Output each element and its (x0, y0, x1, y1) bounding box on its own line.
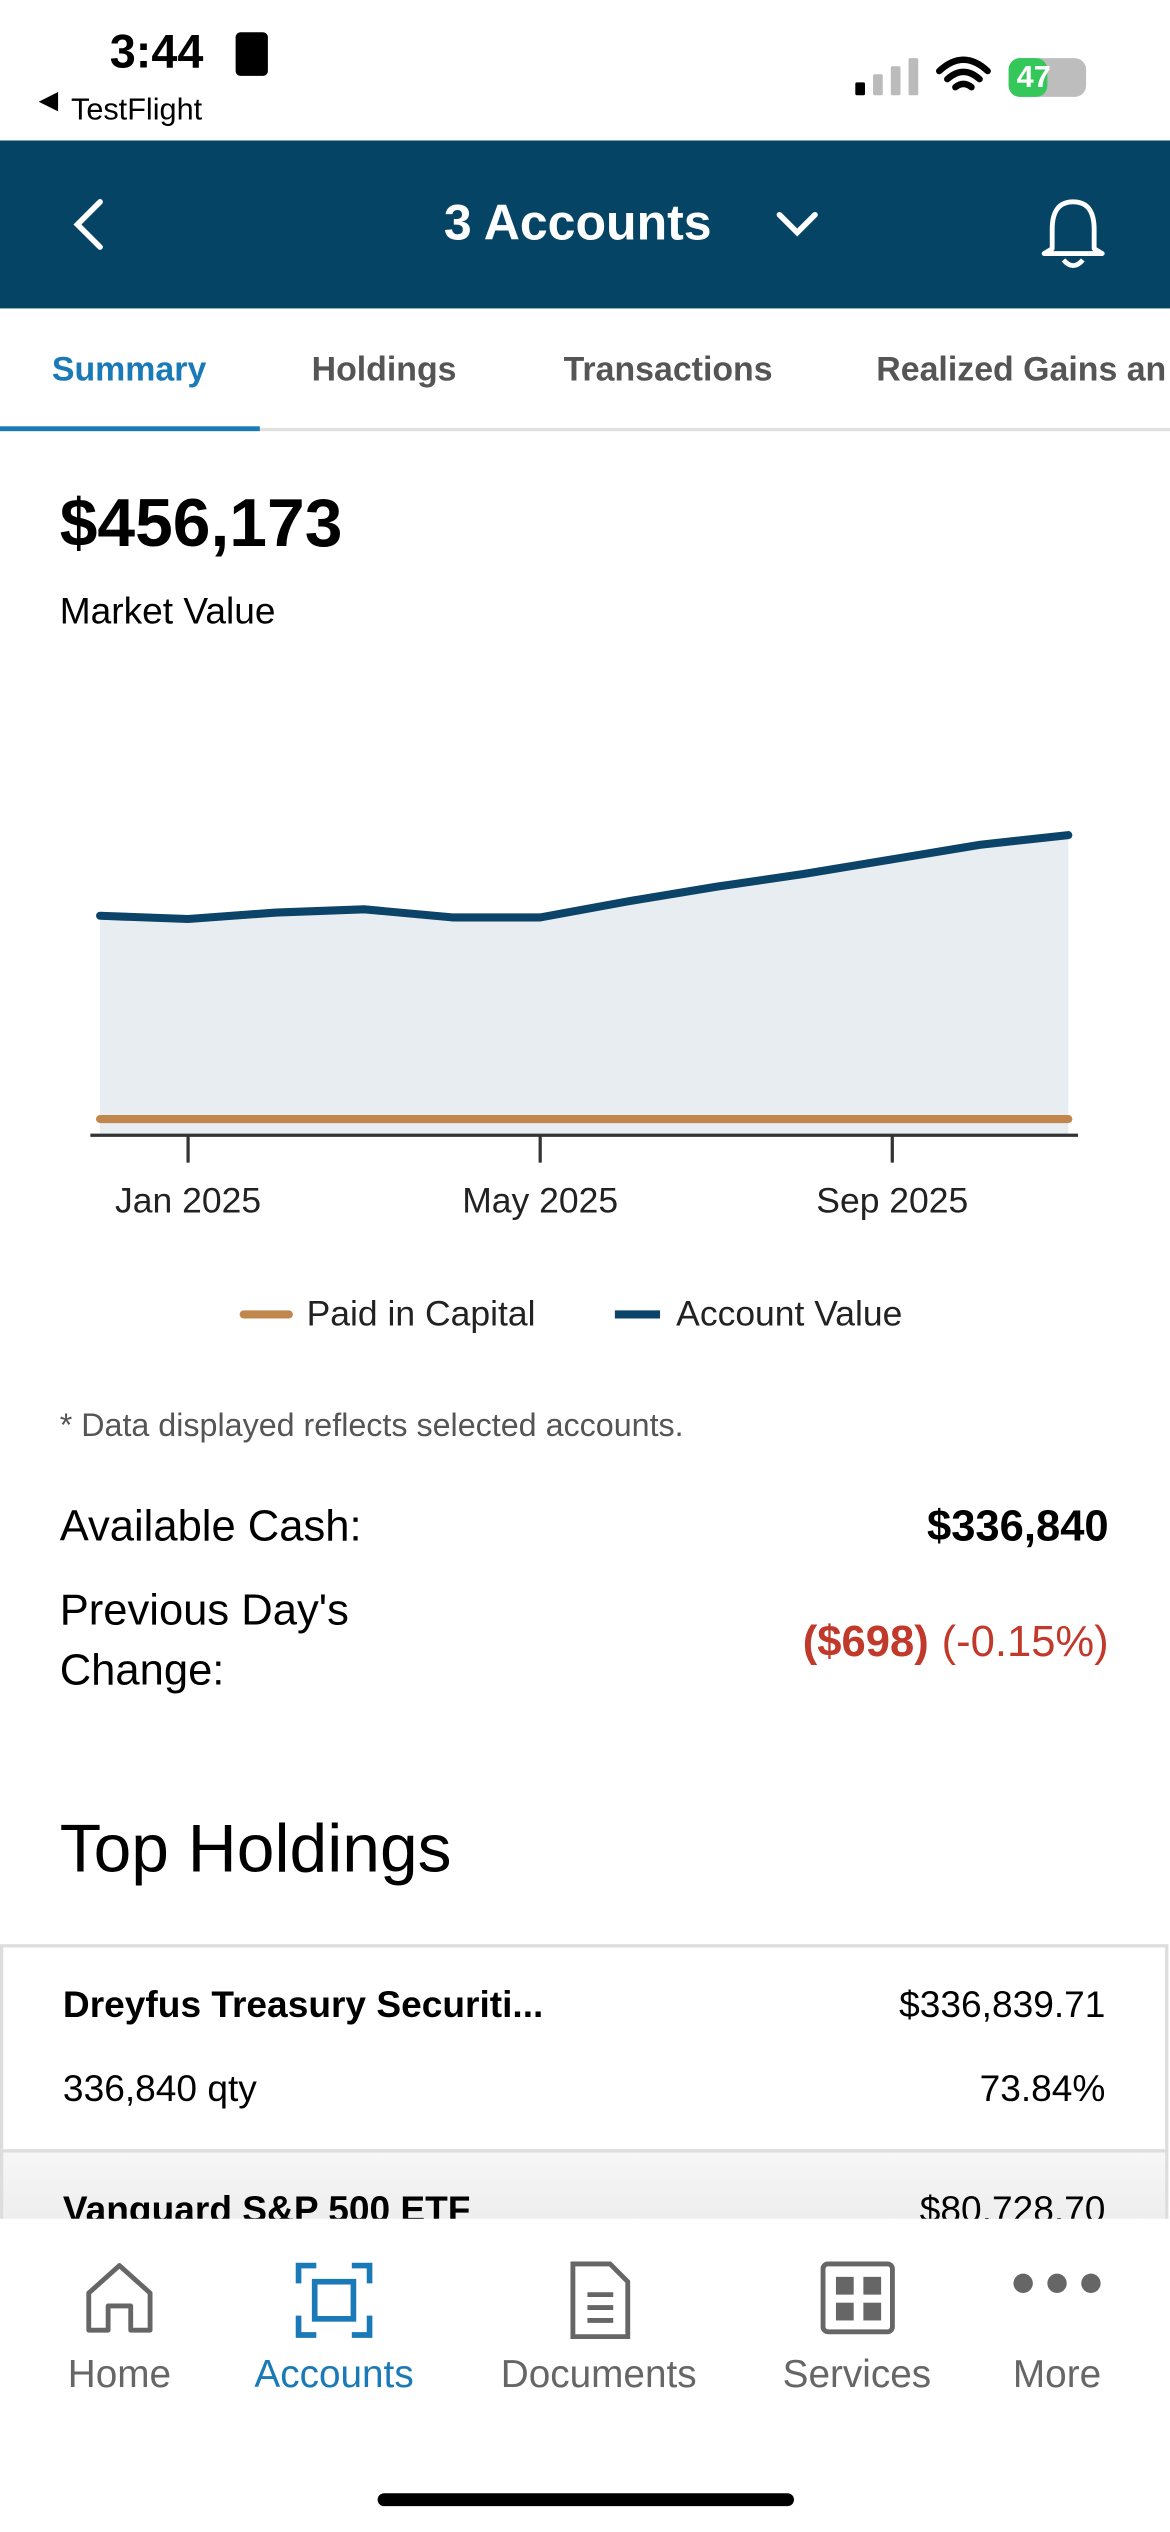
change-label: Change: (60, 1646, 225, 1694)
cash-label: Available Cash: (60, 1503, 362, 1551)
x-tick-label: Jan 2025 (115, 1180, 261, 1220)
tab[interactable]: Holdings (312, 350, 457, 388)
market-value-label: Market Value (60, 589, 276, 631)
area (100, 835, 1069, 1136)
tab[interactable]: Transactions (564, 350, 773, 388)
x-tick-label: Sep 2025 (816, 1180, 968, 1220)
holding-qty: 336,840 qty (63, 2067, 257, 2109)
battery-text: 47 (1017, 60, 1051, 94)
header (0, 140, 1170, 309)
wifi (935, 56, 991, 91)
market-value: $456,173 (60, 486, 343, 561)
cash-value: $336,840 (927, 1503, 1109, 1551)
nav-label[interactable]: Home (68, 2353, 171, 2396)
change-percent: (-0.15%) (942, 1617, 1109, 1665)
series-line (96, 831, 1073, 924)
note: * Data displayed reflects selected accou… (60, 1407, 684, 1443)
tab[interactable]: Summary (52, 350, 207, 388)
back-arrow[interactable] (38, 92, 59, 112)
status-icon (235, 32, 268, 76)
back-button[interactable] (73, 199, 103, 250)
dropdown[interactable] (776, 211, 818, 237)
accounts-icon[interactable] (295, 2262, 373, 2338)
change-value: ($698) (-0.15%) (803, 1617, 1109, 1665)
tab-divider (0, 427, 1170, 432)
header-title[interactable]: 3 Accounts (444, 194, 712, 250)
tab-indicator (0, 426, 260, 432)
x-tick-label: May 2025 (462, 1180, 618, 1220)
nav-label[interactable]: Accounts (254, 2353, 413, 2396)
holding-name[interactable]: Dreyfus Treasury Securiti... (63, 1983, 543, 2025)
holding-pct: 73.84% (980, 2067, 1106, 2109)
home-indicator (377, 2493, 794, 2507)
nav-label[interactable]: Documents (501, 2353, 697, 2396)
back-app[interactable]: TestFlight (71, 93, 203, 127)
legend-label: Paid in Capital (307, 1293, 536, 1333)
change-amount: ($698) (803, 1617, 929, 1665)
signal (855, 58, 919, 96)
change-label: Previous Day's (60, 1587, 349, 1635)
nav-label[interactable]: More (1013, 2353, 1101, 2396)
tab-bar (0, 2218, 1170, 2532)
legend-label: Account Value (676, 1293, 902, 1333)
home-icon[interactable] (86, 2263, 153, 2333)
status-time: 3:44 (110, 25, 204, 77)
battery-level (1008, 58, 1048, 97)
chart: Jan 2025 May 2025 Sep 2025 (90, 831, 1079, 1319)
section-title: Top Holdings (60, 1812, 452, 1887)
nav-label[interactable]: Services (783, 2353, 931, 2396)
holding-card[interactable] (0, 1944, 1169, 2153)
bell[interactable] (1041, 199, 1105, 269)
services-icon[interactable] (820, 2261, 895, 2335)
holding-value: $336,839.71 (899, 1983, 1105, 2025)
tab[interactable]: Realized Gains an (876, 350, 1166, 388)
documents-icon[interactable] (570, 2261, 631, 2340)
more-icon[interactable] (1013, 2273, 1101, 2294)
